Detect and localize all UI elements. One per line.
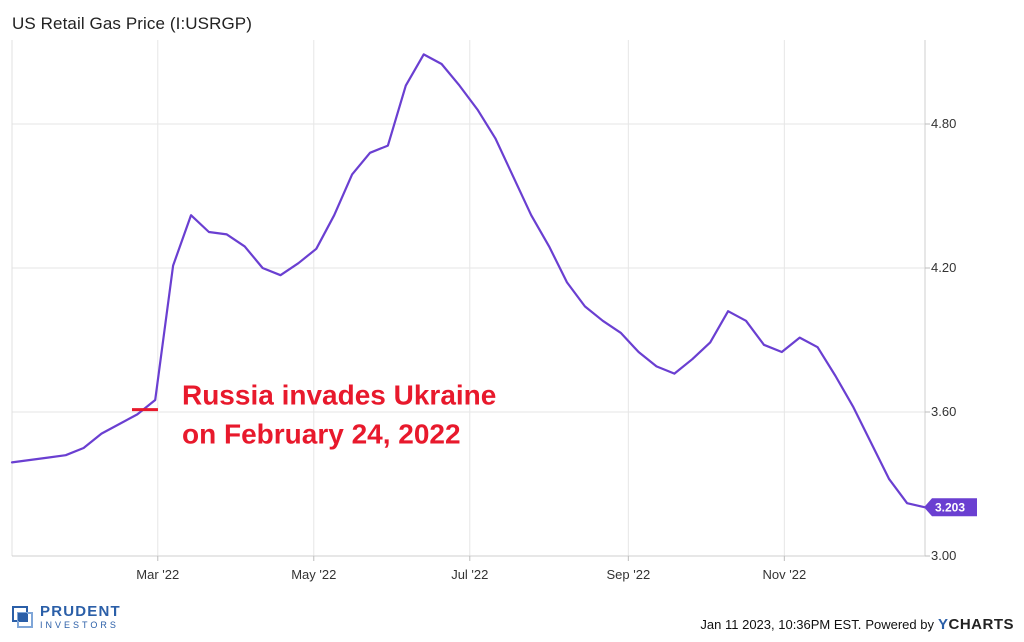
- chart-axes: [11, 40, 926, 557]
- last-value-badge: 3.203: [924, 498, 977, 517]
- annotation: Russia invades Ukraine on February 24, 2…: [131, 380, 496, 450]
- x-tick-label: Jul '22: [451, 567, 488, 582]
- chart-title: US Retail Gas Price (I:USRGP): [12, 14, 253, 33]
- y-tick-label: 3.60: [931, 404, 956, 419]
- y-tick-label: 3.00: [931, 548, 956, 563]
- annotation-text-line1: Russia invades Ukraine: [182, 380, 496, 411]
- logo-mark-icon: [12, 605, 34, 629]
- x-tick-label: May '22: [291, 567, 336, 582]
- last-value-badge-shape: [924, 498, 977, 517]
- ycharts-logo: YCHARTS: [938, 616, 1014, 633]
- annotation-text-line2: on February 24, 2022: [182, 419, 461, 450]
- footer-attribution: Jan 11 2023, 10:36PM EST. Powered by YCH…: [700, 616, 1014, 633]
- footer-timestamp: Jan 11 2023, 10:36PM EST.: [700, 617, 862, 632]
- grid-lines: [12, 40, 925, 556]
- x-tick-label: Mar '22: [136, 567, 179, 582]
- x-axis-ticks: Mar '22 May '22 Jul '22 Sep '22 Nov '22: [136, 556, 806, 582]
- prudent-investors-logo: PRUDENT INVESTORS: [12, 603, 121, 631]
- ycharts-logo-y: Y: [937, 616, 949, 633]
- footer-powered-by: Powered by: [865, 617, 934, 632]
- y-axis-ticks: 3.00 3.60 4.20 4.80: [925, 116, 956, 563]
- line-chart: Mar '22 May '22 Jul '22 Sep '22 Nov '22 3.00…: [10, 40, 977, 582]
- y-tick-label: 4.80: [931, 116, 956, 131]
- x-tick-label: Sep '22: [606, 567, 650, 582]
- gas-price-line: [10, 53, 927, 509]
- last-value-label: 3.203: [935, 500, 965, 514]
- y-tick-label: 4.20: [931, 260, 956, 275]
- ycharts-logo-text: CHARTS: [948, 616, 1014, 633]
- logo-line2: INVESTORS: [40, 620, 119, 630]
- x-tick-label: Nov '22: [763, 567, 807, 582]
- logo-line1: PRUDENT: [40, 603, 121, 620]
